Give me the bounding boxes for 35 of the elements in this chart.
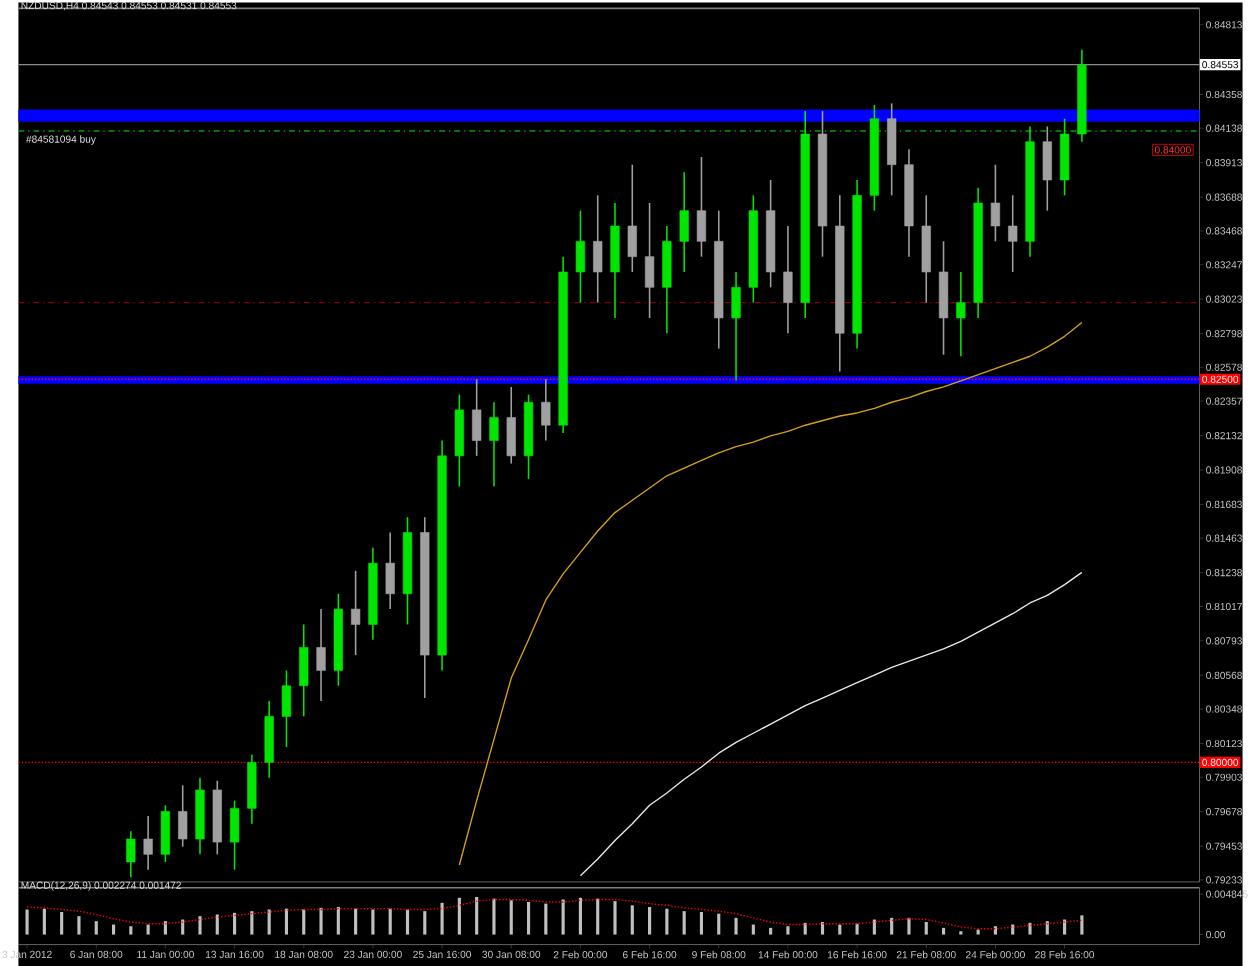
candlestick — [887, 102, 897, 197]
candlestick — [627, 163, 637, 273]
candlestick — [281, 669, 292, 748]
candlestick — [1042, 125, 1052, 212]
candlestick — [126, 830, 136, 879]
candlestick — [696, 156, 707, 258]
candlestick — [229, 799, 240, 871]
candlestick — [351, 569, 361, 656]
candlestick — [143, 815, 153, 871]
candlestick — [541, 378, 551, 442]
candlestick — [938, 240, 949, 356]
candlestick — [956, 271, 966, 357]
candlestick — [921, 194, 931, 304]
candlestick — [593, 194, 603, 304]
candlestick — [990, 163, 1001, 243]
candlestick — [644, 202, 655, 319]
candlestick — [575, 209, 586, 304]
candlestick — [731, 271, 741, 382]
candlestick — [385, 531, 395, 610]
candlestick — [264, 700, 274, 779]
candlestick — [1059, 117, 1070, 197]
candlestick — [610, 202, 620, 319]
candlestick — [679, 171, 689, 273]
candlestick — [472, 378, 482, 457]
candlestick — [489, 401, 499, 488]
candlestick — [247, 753, 257, 825]
candlestick — [178, 784, 188, 848]
candlestick — [299, 623, 309, 718]
candlestick — [783, 225, 793, 334]
candlestick — [160, 804, 171, 863]
candlestick — [1008, 194, 1018, 273]
candlestick — [506, 386, 516, 465]
candlestick — [662, 225, 672, 334]
candlestick — [316, 608, 326, 702]
candlestick — [454, 393, 464, 488]
